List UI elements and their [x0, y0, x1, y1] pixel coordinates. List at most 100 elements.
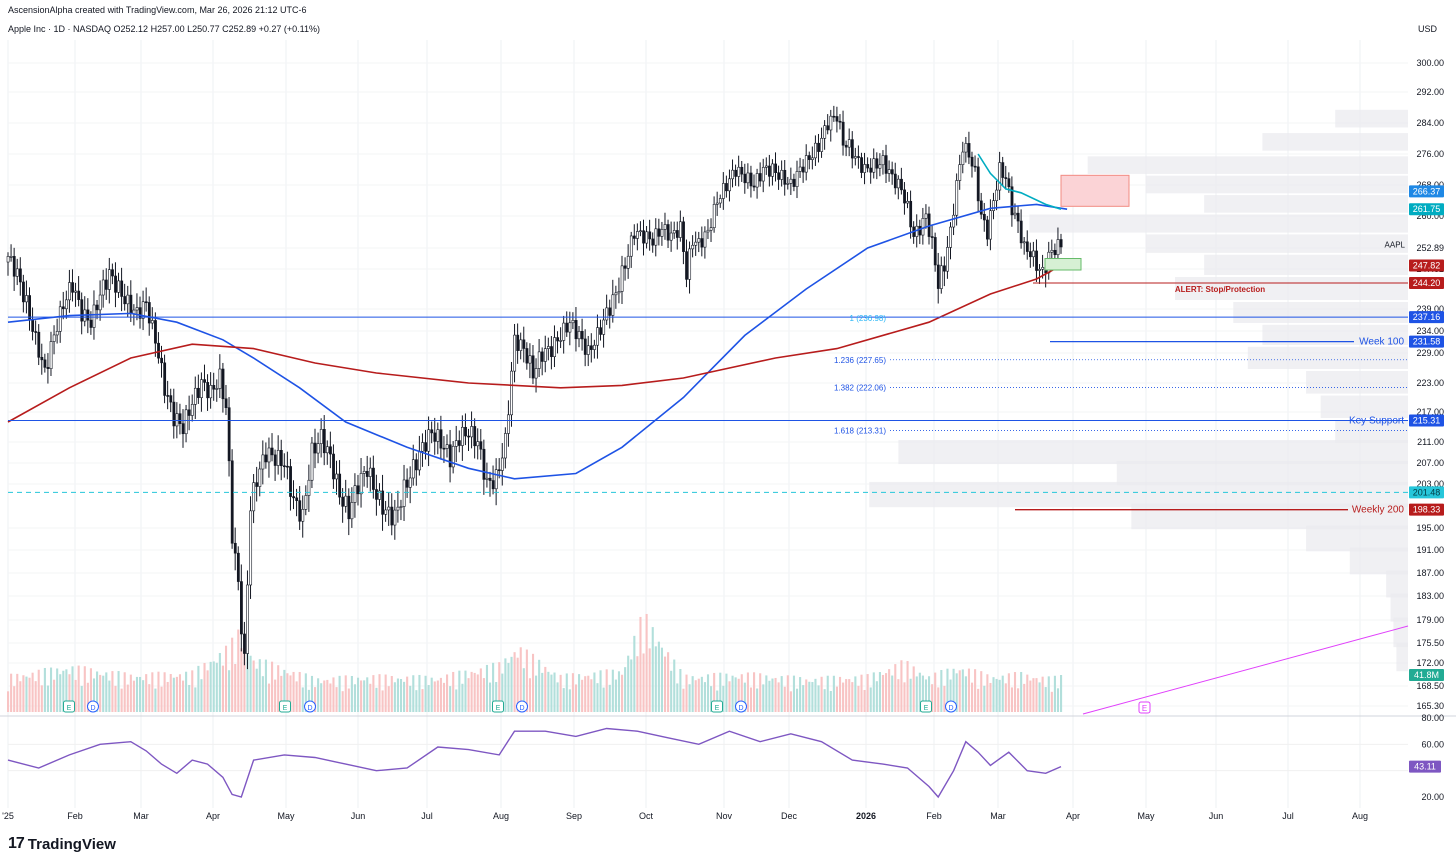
volume-bar: [421, 689, 424, 712]
volume-bar: [492, 662, 495, 712]
candle-body: [694, 241, 698, 246]
volume-bar: [406, 676, 409, 712]
volume-bar: [562, 688, 565, 712]
candle-body: [847, 139, 851, 148]
volume-bar: [556, 682, 559, 712]
candle-body: [737, 166, 741, 177]
time-tick-label: Jun: [1209, 811, 1224, 821]
volume-bar: [1035, 678, 1038, 712]
candle-body: [332, 453, 335, 480]
candle-body: [528, 355, 532, 364]
candle-body: [700, 238, 704, 248]
candle-body: [396, 506, 400, 511]
volume-bar: [111, 671, 114, 712]
level-badge: [1409, 503, 1444, 516]
candle-body: [654, 228, 658, 246]
volume-bar: [768, 680, 771, 712]
candle-body: [1013, 212, 1017, 216]
candle-body: [335, 473, 338, 480]
volume-bar: [105, 672, 108, 712]
candle-body: [731, 169, 735, 180]
volume-bar: [697, 678, 700, 712]
candle-body: [586, 345, 590, 355]
volume-bar: [940, 670, 943, 712]
candle-body: [470, 426, 474, 438]
candle-body: [46, 367, 50, 369]
volume-bar: [427, 685, 430, 712]
candle-body: [310, 442, 314, 481]
volume-bar: [120, 688, 123, 712]
candle-body: [589, 345, 593, 350]
volume-bar: [261, 676, 264, 712]
event-marker-label: D: [307, 705, 312, 712]
time-tick-label: Mar: [990, 811, 1006, 821]
volume-profile-bar: [1349, 547, 1408, 575]
symbol-ohlc-line: Apple Inc · 1D · NASDAQ O252.12 H257.00 …: [8, 24, 321, 34]
event-marker-label: E: [283, 705, 288, 712]
candle-body: [329, 446, 332, 455]
moving-average-line-1: [7, 203, 1068, 480]
candle-body: [387, 506, 391, 511]
volume-bar: [22, 675, 25, 712]
candle-body: [823, 125, 827, 139]
volume-profile-bar: [1145, 234, 1408, 253]
candle-body: [200, 379, 203, 398]
candle-body: [574, 320, 578, 340]
currency-label[interactable]: USD: [1418, 24, 1438, 34]
volume-bar: [780, 676, 783, 712]
volume-profile-bar: [869, 481, 1408, 508]
candle-body: [725, 183, 728, 192]
candle-body: [976, 166, 980, 202]
stop-protection-label: ALERT: Stop/Protection: [1175, 285, 1265, 294]
volume-bar: [915, 676, 918, 712]
candle-body: [187, 409, 191, 416]
volume-bar: [685, 674, 688, 712]
volume-bar: [25, 676, 28, 712]
candle-body: [504, 433, 507, 459]
price-tick-label: 165.30: [1416, 701, 1444, 711]
volume-bar: [857, 685, 860, 712]
volume-bar: [541, 672, 544, 712]
candle-body: [25, 295, 28, 303]
level-badge: [1409, 277, 1444, 289]
candle-body: [583, 338, 587, 355]
volume-bar: [89, 668, 92, 712]
candle-body: [807, 155, 811, 160]
volume-bar: [602, 687, 605, 712]
rsi-tick-label: 60.00: [1421, 739, 1444, 749]
candle-body: [513, 334, 517, 372]
candle-body: [752, 185, 756, 188]
volume-bar: [335, 687, 338, 712]
volume-bar: [881, 674, 885, 712]
volume-bar: [842, 682, 845, 712]
volume-bar: [789, 691, 792, 712]
price-tick-label: 191.00: [1416, 545, 1444, 555]
candle-body: [553, 337, 556, 357]
volume-bar: [596, 683, 599, 712]
volume-bar: [992, 677, 995, 712]
volume-bar: [108, 680, 111, 712]
volume-bar: [863, 689, 866, 712]
candle-body: [98, 294, 102, 311]
volume-bar: [553, 672, 556, 712]
candle-body: [95, 304, 99, 311]
volume-bar: [231, 637, 234, 712]
volume-bar: [802, 685, 805, 712]
candle-body: [111, 269, 114, 277]
volume-bar: [728, 681, 731, 712]
candle-body: [319, 429, 323, 444]
candle-body: [918, 225, 922, 236]
volume-bar: [378, 674, 381, 712]
volume-profile-bar: [1087, 156, 1408, 174]
candle-body: [1029, 251, 1032, 258]
candle-body: [979, 200, 983, 215]
moving-average-line-3: [977, 153, 1062, 210]
candle-body: [270, 447, 274, 456]
volume-bar: [995, 678, 998, 712]
candle-body: [175, 413, 179, 427]
volume-profile-bar: [1396, 643, 1408, 672]
candle-body: [761, 167, 765, 182]
candle-body: [178, 413, 182, 424]
candle-body: [531, 355, 535, 379]
